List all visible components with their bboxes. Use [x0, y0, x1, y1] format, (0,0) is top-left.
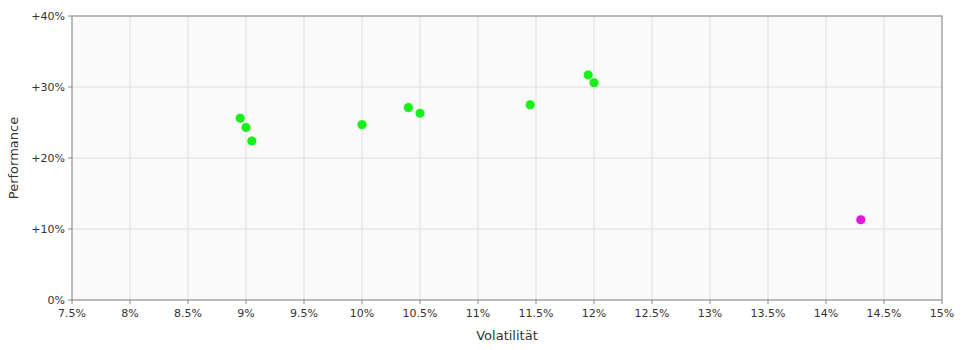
- y-tick: [68, 300, 72, 301]
- x-tick: [478, 300, 479, 304]
- point: [235, 113, 245, 123]
- x-tick: [536, 300, 537, 304]
- y-axis-label: Performance: [6, 117, 21, 199]
- x-tick: [826, 300, 827, 304]
- y-grid-line: [72, 87, 942, 88]
- y-tick: [68, 16, 72, 17]
- y-tick-label: +10%: [31, 223, 65, 236]
- x-tick: [304, 300, 305, 304]
- point: [856, 215, 866, 225]
- x-tick: [420, 300, 421, 304]
- x-tick: [130, 300, 131, 304]
- x-tick-label: 14%: [814, 307, 838, 320]
- y-tick-label: +20%: [31, 152, 65, 165]
- point: [415, 108, 425, 118]
- x-tick: [188, 300, 189, 304]
- point: [589, 78, 599, 88]
- y-tick: [68, 158, 72, 159]
- y-tick: [68, 229, 72, 230]
- x-tick-label: 13.5%: [751, 307, 786, 320]
- x-tick: [710, 300, 711, 304]
- grid: [72, 16, 942, 300]
- point: [241, 122, 251, 132]
- x-tick-label: 7.5%: [58, 307, 86, 320]
- point: [247, 136, 257, 146]
- y-tick-label: 0%: [48, 294, 65, 307]
- plot-frame: [72, 16, 942, 300]
- x-tick-label: 12.5%: [635, 307, 670, 320]
- plot-area: [72, 16, 942, 300]
- series: [856, 215, 866, 225]
- x-tick-label: 8.5%: [174, 307, 202, 320]
- x-tick-label: 14.5%: [867, 307, 902, 320]
- x-tick: [652, 300, 653, 304]
- x-tick-label: 8%: [121, 307, 138, 320]
- x-tick-label: 15%: [930, 307, 954, 320]
- x-tick: [768, 300, 769, 304]
- y-tick-label: +30%: [31, 81, 65, 94]
- x-tick: [362, 300, 363, 304]
- x-tick-label: 11%: [466, 307, 490, 320]
- point: [403, 103, 413, 113]
- x-tick-label: 9.5%: [290, 307, 318, 320]
- chart: 7.5% 8% 8.5% 9% 9.5% 10% 10.5% 11% 11.5% 12% 12.5%…: [0, 0, 966, 350]
- y-grid-line: [72, 158, 942, 159]
- x-tick: [942, 300, 943, 304]
- points: [235, 70, 866, 225]
- x-tick-label: 11.5%: [519, 307, 554, 320]
- x-tick: [246, 300, 247, 304]
- x-tick: [72, 300, 73, 304]
- axes: 7.5% 8% 8.5% 9% 9.5% 10% 10.5% 11% 11.5% 12% 12.5%…: [31, 10, 954, 320]
- y-grid-line: [72, 229, 942, 230]
- series: [235, 70, 599, 146]
- point: [357, 120, 367, 130]
- x-tick-label: 10.5%: [403, 307, 438, 320]
- x-tick: [594, 300, 595, 304]
- x-tick-label: 10%: [350, 307, 374, 320]
- x-axis-label: Volatilität: [476, 328, 538, 343]
- point: [525, 100, 535, 110]
- y-tick-label: +40%: [31, 10, 65, 23]
- x-tick-label: 13%: [698, 307, 722, 320]
- y-tick: [68, 87, 72, 88]
- x-tick-label: 12%: [582, 307, 606, 320]
- x-tick-label: 9%: [237, 307, 254, 320]
- x-tick: [884, 300, 885, 304]
- page: {"chart_data": { "type": "scatter", "xla…: [0, 0, 966, 350]
